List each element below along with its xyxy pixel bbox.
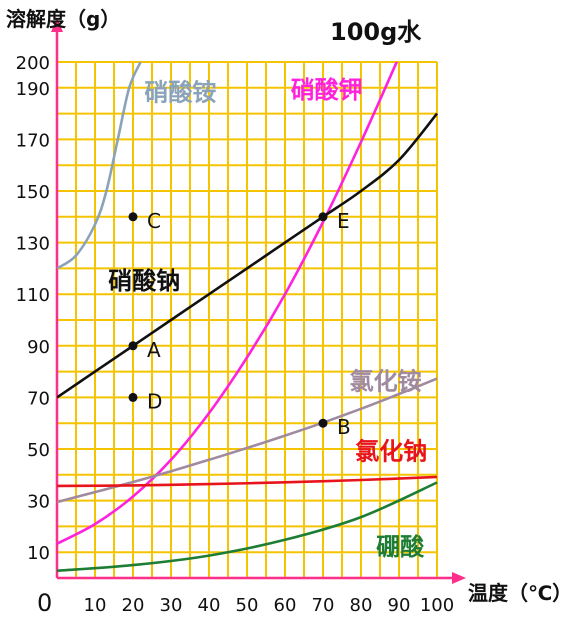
point-marker: [128, 392, 138, 402]
x-axis-title: 温度（℃）: [468, 581, 572, 605]
point-marker: [318, 418, 328, 428]
y-tick-label: 190: [16, 79, 50, 100]
y-tick-label: 150: [16, 182, 50, 203]
y-tick-label: 170: [16, 130, 50, 151]
series-label: 氯化钠: [355, 437, 427, 465]
y-axis-arrow: [51, 18, 63, 32]
grid-lines: [57, 61, 438, 578]
x-tick-label: 20: [122, 595, 145, 616]
series-label: 硝酸铵: [144, 79, 216, 107]
point-label: B: [337, 415, 351, 439]
series-label: 氯化铵: [350, 368, 422, 396]
series-curve: [57, 475, 438, 488]
point-label: D: [147, 389, 162, 413]
y-tick-label: 90: [27, 337, 50, 358]
origin-label: 0: [37, 589, 52, 617]
x-tick-label: 70: [312, 595, 335, 616]
y-tick-label: 110: [16, 285, 50, 306]
x-tick-label: 60: [274, 595, 297, 616]
y-tick-label: 50: [27, 440, 50, 461]
x-tick-label: 30: [160, 595, 183, 616]
series-label: 硝酸钠: [108, 267, 180, 295]
series-curve: [57, 62, 399, 545]
y-tick-label: 200: [16, 53, 50, 74]
x-tick-label: 40: [198, 595, 221, 616]
series-curve: [57, 481, 438, 573]
axes: [51, 18, 466, 584]
y-tick-label: 30: [27, 492, 50, 513]
y-tick-label: 70: [27, 388, 50, 409]
point-marker: [318, 212, 328, 222]
x-tick-label: 10: [84, 595, 107, 616]
point-marker: [128, 341, 138, 351]
y-tick-labels: 10 30 50 70 90 110 130 150 170 190 200: [16, 53, 50, 564]
solubility-curves: [57, 62, 439, 573]
x-tick-label: 90: [388, 595, 411, 616]
point-label: A: [147, 338, 161, 362]
point-label: C: [147, 209, 161, 233]
marked-points: A B C D E: [128, 209, 351, 439]
point-label: E: [337, 209, 350, 233]
y-tick-label: 130: [16, 234, 50, 255]
series-label: 硼酸: [376, 533, 425, 561]
x-tick-label: 80: [350, 595, 373, 616]
point-marker: [128, 212, 138, 222]
x-tick-labels: 10 20 30 40 50 60 70 80 90 100: [84, 595, 455, 616]
x-axis-arrow: [452, 572, 466, 584]
series-curve: [57, 112, 439, 399]
y-tick-label: 10: [27, 543, 50, 564]
series-label: 硝酸钾: [291, 76, 363, 104]
x-tick-label: 100: [420, 595, 454, 616]
chart-title: 100g水: [330, 18, 422, 46]
series-curve: [57, 62, 142, 270]
y-axis-title: 溶解度（g）: [6, 7, 120, 31]
x-tick-label: 50: [236, 595, 259, 616]
